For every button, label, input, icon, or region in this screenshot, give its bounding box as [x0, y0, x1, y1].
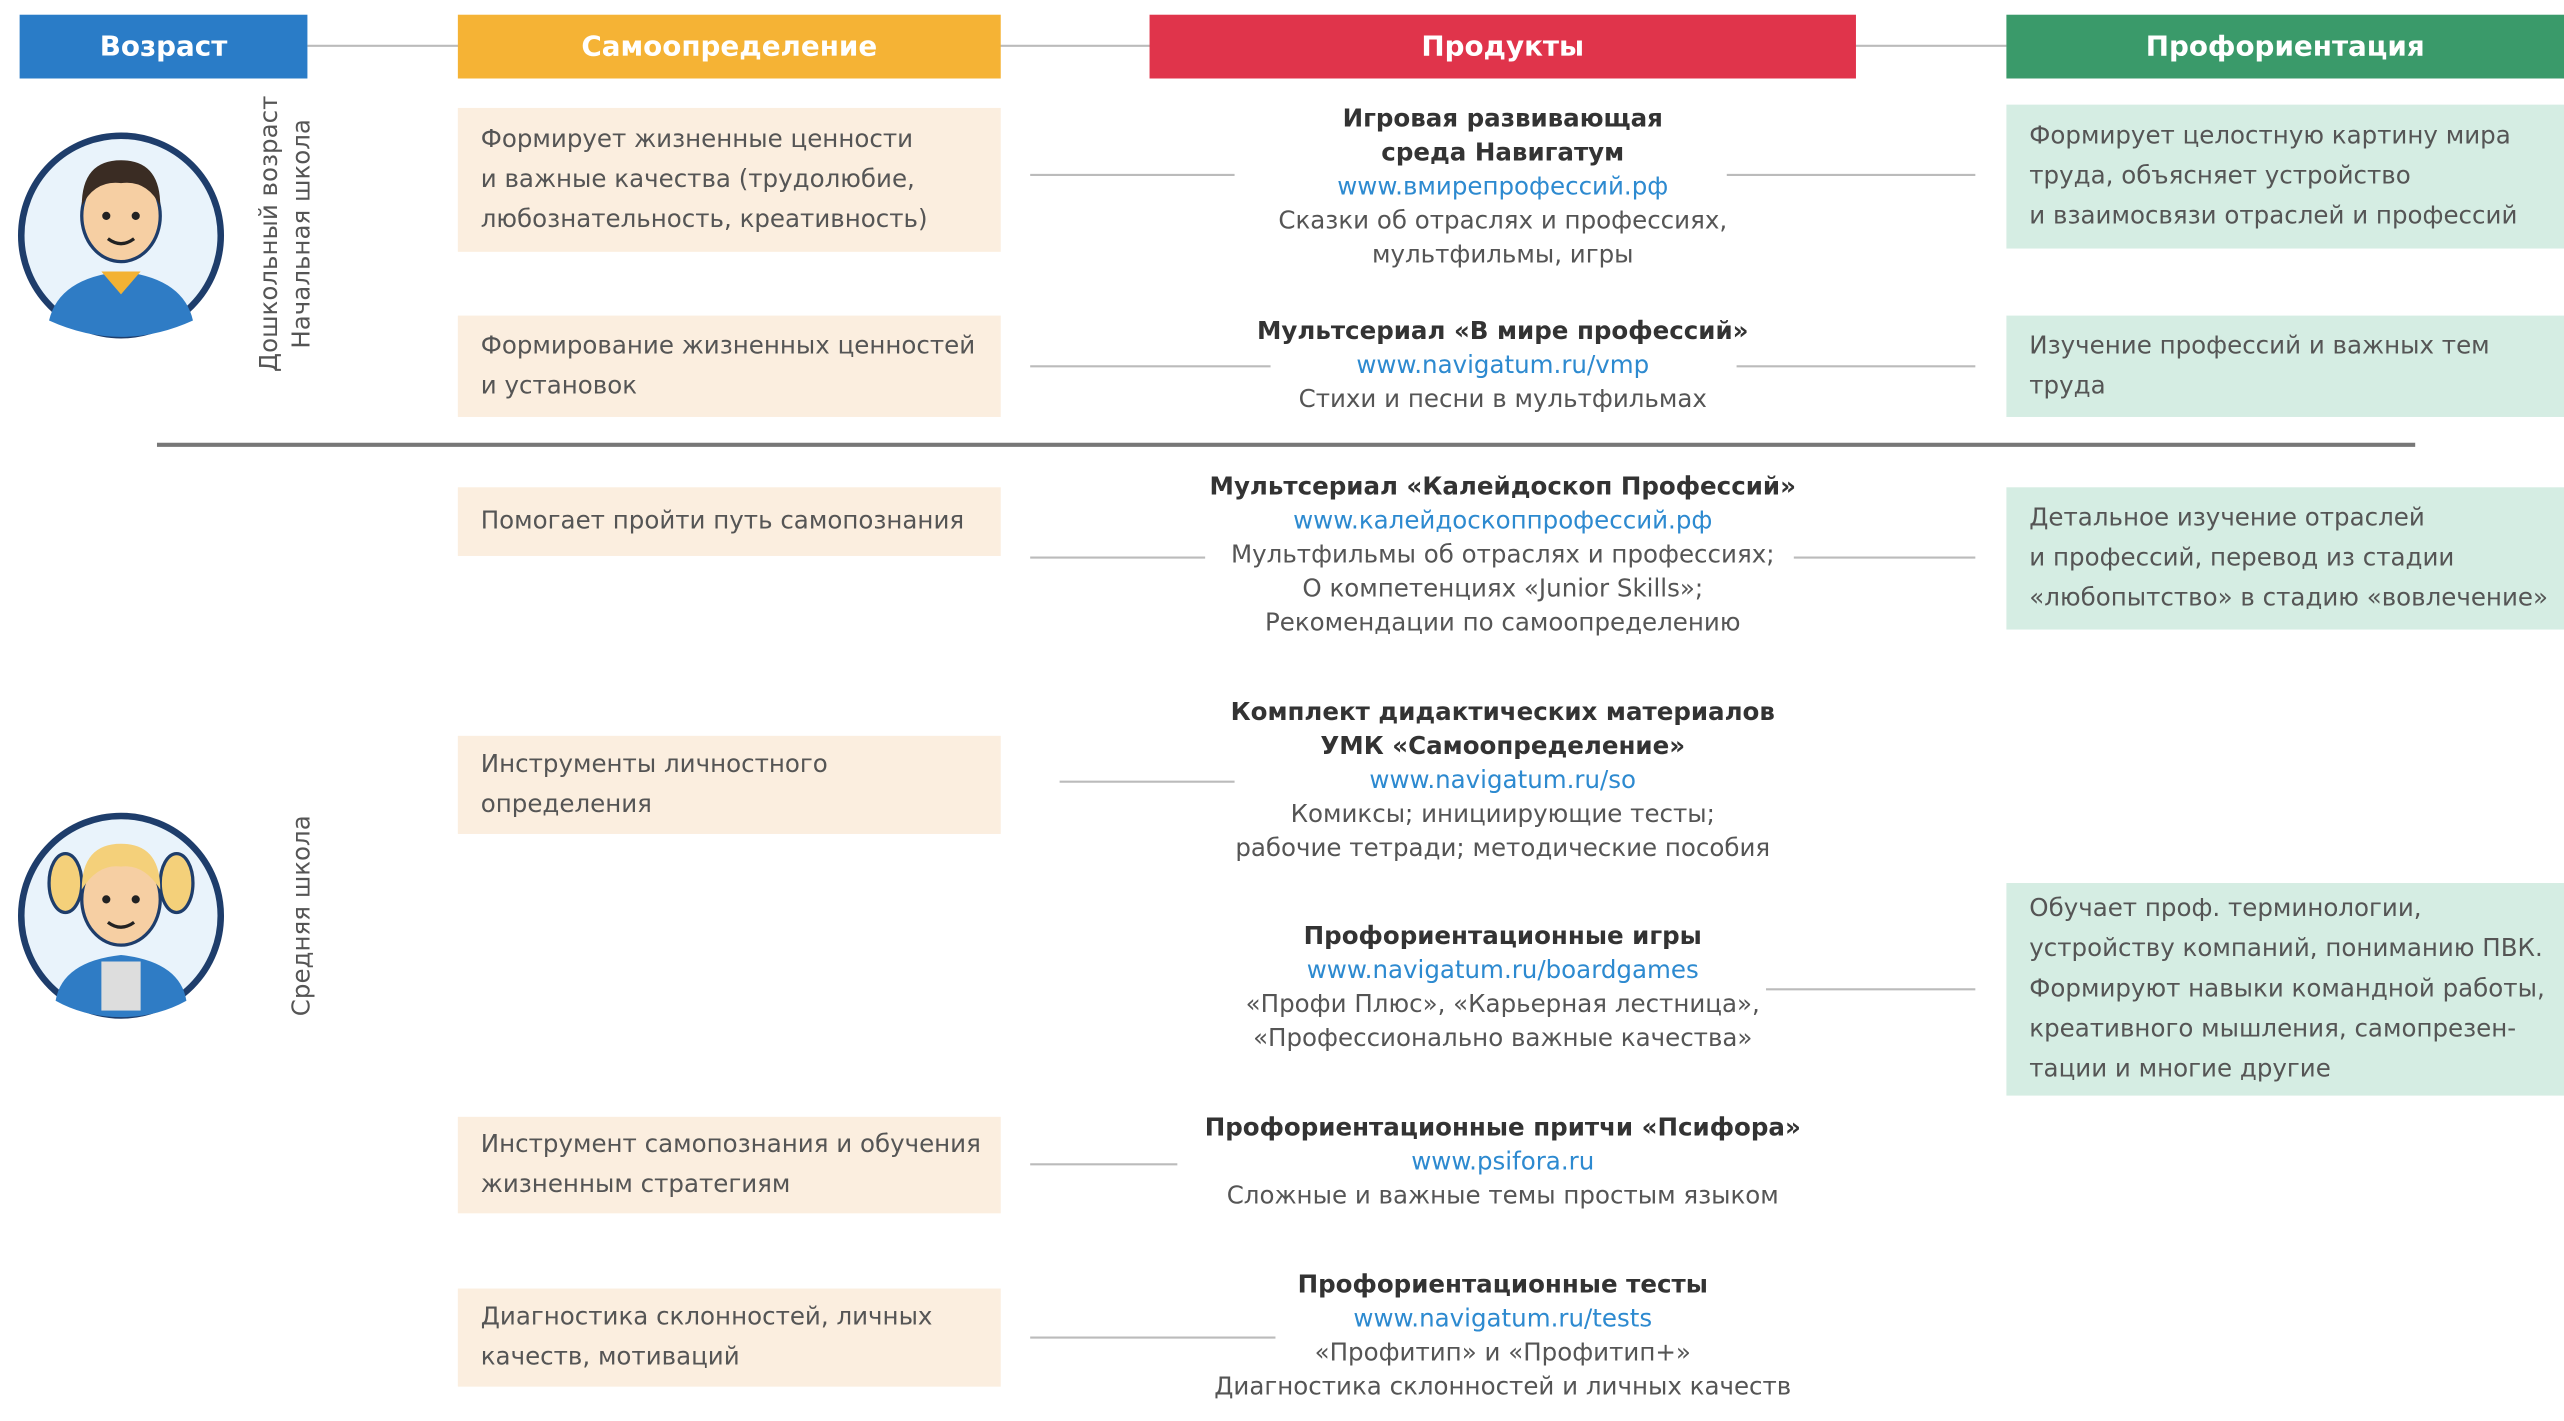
- self-determination-box: [457, 1116, 1001, 1214]
- product-desc: Стихи и песни в мультфильмах: [1299, 384, 1707, 413]
- product-url[interactable]: www.psifora.ru: [1411, 1146, 1594, 1175]
- career-guidance-text: труда, объясняет устройство: [2029, 161, 2410, 190]
- career-guidance-box: [2006, 315, 2564, 417]
- career-guidance-text: Обучает проф. терминологии,: [2029, 893, 2421, 922]
- header-label: Профориентация: [2146, 29, 2425, 62]
- product-title: Профориентационные игры: [1304, 921, 1702, 950]
- product-desc: мультфильмы, игры: [1372, 239, 1634, 268]
- self-determination-box: [457, 487, 1001, 556]
- self-determination-text: Помогает пройти путь самопознания: [481, 506, 964, 535]
- career-guidance-text: Изучение профессий и важных тем: [2029, 330, 2489, 359]
- self-determination-text: Формирует жизненные ценности: [481, 124, 913, 153]
- product-title: среда Навигатум: [1381, 137, 1624, 166]
- career-guidance-text: Детальное изучение отраслей: [2029, 502, 2424, 531]
- product-title: Профориентационные тесты: [1298, 1269, 1708, 1298]
- product-url[interactable]: www.калейдоскоппрофессий.рф: [1293, 505, 1712, 534]
- product-desc: Рекомендации по самоопределению: [1265, 607, 1740, 636]
- product-title: Комплект дидактических материалов: [1231, 697, 1775, 726]
- product-desc: Диагностика склонностей и личных качеств: [1214, 1371, 1791, 1400]
- product-url[interactable]: www.navigatum.ru/tests: [1353, 1303, 1652, 1332]
- product-desc: Сказки об отраслях и профессиях,: [1278, 205, 1727, 234]
- career-guidance-text: и профессий, перевод из стадии: [2029, 542, 2454, 571]
- self-determination-text: любознательность, креативность): [481, 204, 928, 233]
- header-label: Возраст: [100, 29, 228, 62]
- age-label: Начальная школа: [287, 119, 316, 349]
- self-determination-text: качеств, мотиваций: [481, 1342, 740, 1371]
- self-determination-text: определения: [481, 789, 652, 818]
- career-guidance-text: и взаимосвязи отраслей и профессий: [2029, 201, 2517, 230]
- self-determination-text: Инструменты личностного: [481, 749, 828, 778]
- product-desc: «Профессионально важные качества»: [1253, 1023, 1752, 1052]
- career-guidance-text: Формирует целостную картину мира: [2029, 121, 2510, 150]
- avatar-girl: [17, 812, 225, 1019]
- career-guidance-text: тации и многие другие: [2029, 1053, 2331, 1082]
- career-guidance-text: креативного мышления, самопрезен-: [2029, 1013, 2516, 1042]
- self-determination-text: и установок: [481, 370, 637, 399]
- product-desc: Сложные и важные темы простым языком: [1227, 1180, 1779, 1209]
- self-determination-text: Инструмент самопознания и обучения: [481, 1129, 981, 1158]
- product-desc: «Профитип» и «Профитип+»: [1315, 1337, 1691, 1366]
- product-url[interactable]: www.navigatum.ru/vmp: [1356, 350, 1649, 379]
- career-guidance-text: Формируют навыки командной работы,: [2029, 973, 2544, 1002]
- self-determination-text: жизненным стратегиям: [481, 1169, 791, 1198]
- product-title: Мультсериал «Калейдоскоп Профессий»: [1210, 471, 1796, 500]
- product-title: Профориентационные притчи «Псифора»: [1205, 1112, 1801, 1141]
- career-guidance-text: «любопытство» в стадию «вовлечение»: [2029, 582, 2548, 611]
- self-determination-text: Диагностика склонностей, личных: [481, 1302, 933, 1331]
- self-determination-box: [457, 107, 1001, 252]
- career-guidance-box: [2006, 487, 2564, 630]
- product-title: УМК «Самоопределение»: [1320, 731, 1685, 760]
- self-determination-text: Формирование жизненных ценностей: [481, 330, 975, 359]
- product-desc: рабочие тетради; методические пособия: [1235, 833, 1770, 862]
- header-label: Продукты: [1421, 29, 1584, 62]
- product-url[interactable]: www.вмирепрофессий.рф: [1337, 171, 1668, 200]
- age-label: Средняя школа: [287, 815, 316, 1016]
- self-determination-box: [457, 735, 1001, 834]
- avatar-boy: [17, 132, 225, 339]
- product-desc: «Профи Плюс», «Карьерная лестница»,: [1246, 989, 1760, 1018]
- product-title: Мультсериал «В мире профессий»: [1257, 316, 1749, 345]
- product-url[interactable]: www.navigatum.ru/boardgames: [1307, 955, 1699, 984]
- self-determination-text: и важные качества (трудолюбие,: [481, 164, 915, 193]
- career-guidance-box: [2006, 883, 2564, 1096]
- product-title: Игровая развивающая: [1343, 103, 1663, 132]
- product-desc: Комиксы; инициирующие тесты;: [1291, 799, 1715, 828]
- product-desc: Мультфильмы об отраслях и профессиях;: [1231, 539, 1774, 568]
- product-url[interactable]: www.navigatum.ru/so: [1369, 765, 1636, 794]
- header-cell: [1149, 14, 1856, 79]
- career-guidance-text: труда: [2029, 370, 2105, 399]
- self-determination-box: [457, 1288, 1001, 1387]
- career-guidance-box: [2006, 104, 2564, 249]
- header-cell: [457, 14, 1001, 79]
- header-label: Самоопределение: [581, 29, 877, 62]
- header-cell: [2006, 14, 2564, 79]
- header-cell: [19, 14, 308, 79]
- product-desc: О компетенциях «Junior Skills»;: [1302, 573, 1703, 602]
- career-guidance-text: устройству компаний, пониманию ПВК.: [2029, 933, 2542, 962]
- age-label: Дошкольный возраст: [254, 96, 283, 372]
- self-determination-box: [457, 315, 1001, 417]
